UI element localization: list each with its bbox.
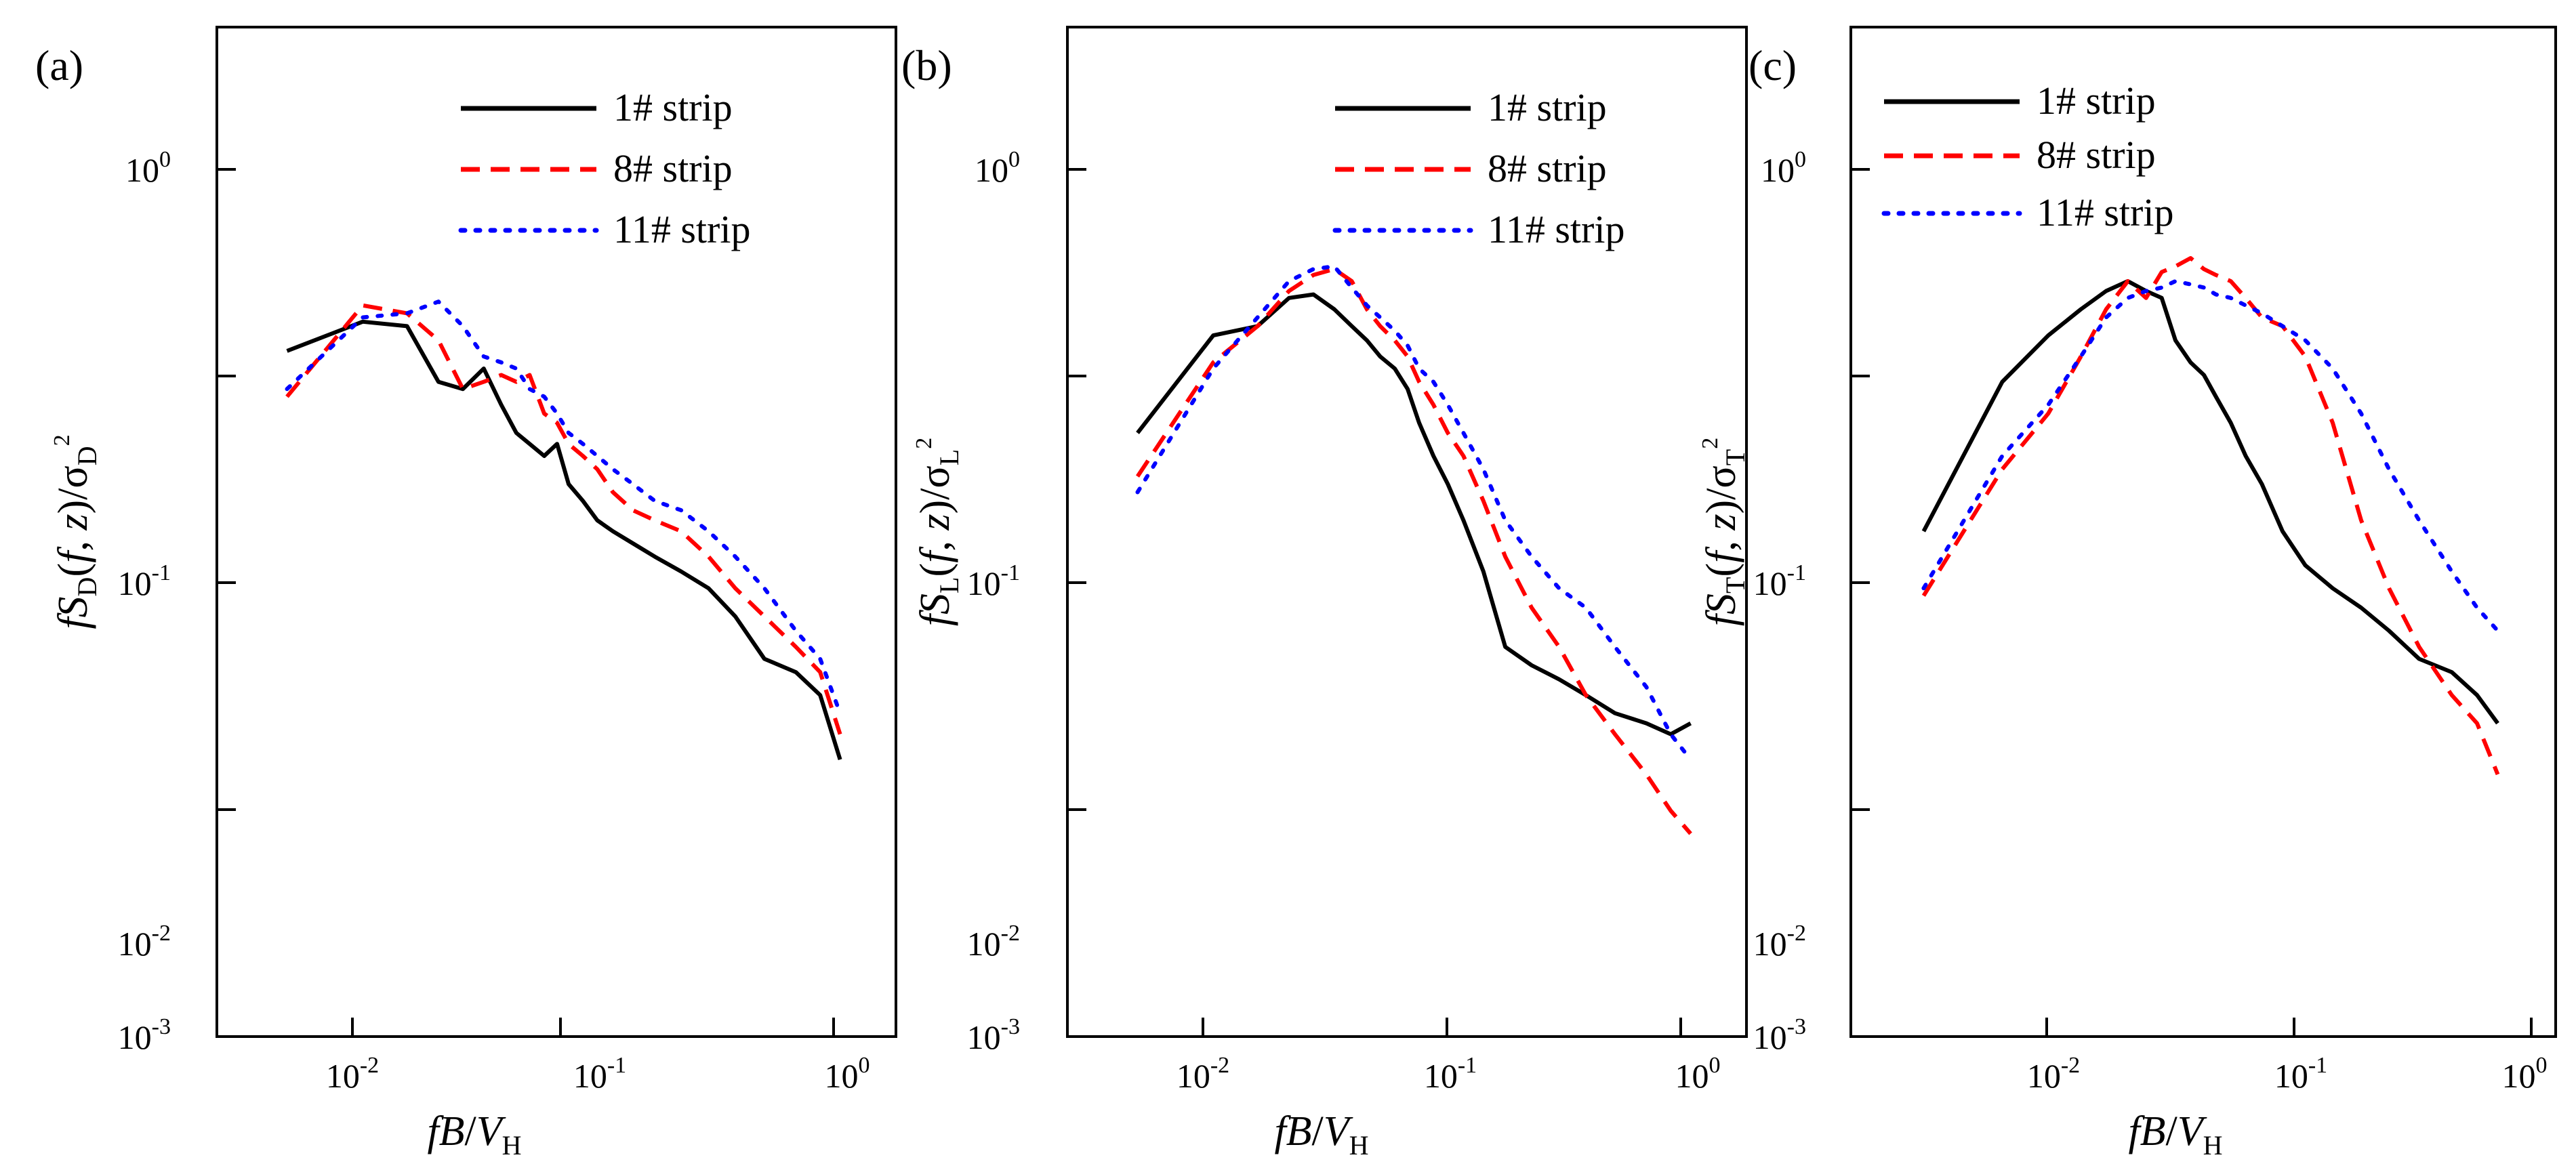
xtick-label-b-0: 10-2 [1177,1053,1229,1095]
x-axis-label-c: fB/VH [2128,1108,2222,1161]
legend-label-a-2: 11# strip [613,207,750,251]
series-1-strip-b [1136,292,1692,736]
y-axis-label-b: fSL(f, z)/σL2 [912,438,964,626]
y-ticks-a [217,168,236,1038]
xtick-label-b-2: 100 [1675,1053,1721,1095]
plot-area-c [1921,256,2500,776]
ytick-label-c-0: 100 [1761,147,1806,189]
axes-frame-c [1849,26,2557,1038]
legend-label-a-0: 1# strip [613,85,733,129]
legend-c: 1# strip 8# strip 11# strip [1881,79,2173,234]
plot-area-b [1135,264,1693,835]
series-11-strip-a [285,299,842,715]
ytick-label-b-0: 100 [975,147,1020,189]
legend-label-c-2: 11# strip [2037,190,2173,234]
ytick-label-a-2: 10-2 [118,921,171,963]
panel-label-b: (b) [901,41,952,89]
xtick-label-a-1: 10-1 [573,1053,626,1095]
legend-a: 1# strip 8# strip 11# strip [458,85,750,251]
xtick-label-a-2: 100 [825,1053,870,1095]
series-8-strip-c [1921,256,2500,776]
legend-label-b-2: 11# strip [1488,207,1624,251]
panel-label-c: (c) [1749,41,1797,89]
series-11-strip-c [1921,279,2500,633]
y-axis-label-c: fST(f, z)/σT2 [1698,438,1751,626]
ytick-label-c-2: 10-2 [1753,921,1806,963]
ytick-label-b-1: 10-1 [967,560,1020,602]
panel-c: 100 10-1 10-2 10-3 10-2 10-1 100 fB/VH f… [1698,26,2557,1161]
xtick-label-c-0: 10-2 [2027,1053,2080,1095]
series-8-strip-a [285,303,842,735]
ytick-label-a-3: 10-3 [118,1014,171,1056]
xtick-label-c-2: 100 [2502,1053,2548,1095]
axes-frame-b [1066,26,1748,1038]
ytick-label-a-1: 10-1 [118,560,171,602]
xtick-label-a-0: 10-2 [326,1053,379,1095]
ytick-label-b-3: 10-3 [967,1014,1020,1056]
series-1-strip-a [286,319,842,760]
ytick-label-c-3: 10-3 [1753,1014,1806,1056]
xtick-label-c-1: 10-1 [2274,1053,2327,1095]
x-ticks-c [2045,1018,2533,1037]
series-11-strip-b [1135,264,1693,762]
axes-frame-a [216,26,897,1038]
x-axis-label-b: fB/VH [1274,1108,1368,1161]
plot-area-a [285,299,842,760]
ytick-label-c-1: 10-1 [1753,560,1806,602]
legend-b: 1# strip 8# strip 11# strip [1332,85,1624,251]
x-ticks-a [351,1018,835,1037]
y-ticks-b [1067,168,1086,1038]
xtick-label-b-1: 10-1 [1424,1053,1477,1095]
legend-label-c-1: 8# strip [2037,133,2156,177]
ytick-label-b-2: 10-2 [967,921,1020,963]
x-axis-label-a: fB/VH [427,1108,521,1161]
panel-label-a: (a) [35,41,83,89]
legend-label-c-0: 1# strip [2037,79,2156,123]
ytick-label-a-0: 100 [125,147,171,189]
legend-label-a-1: 8# strip [613,146,733,190]
panel-a: 100 10-1 10-2 10-3 10-2 10-1 100 fB/VH f… [35,26,897,1161]
series-1-strip-c [1921,279,2499,725]
x-ticks-b [1202,1018,1682,1037]
legend-label-b-0: 1# strip [1488,85,1607,129]
legend-label-b-1: 8# strip [1488,146,1607,190]
y-axis-label-a: fSD(f, z)/σD2 [49,434,102,629]
y-ticks-c [1851,168,1870,1038]
panel-b: 100 10-1 10-2 10-3 10-2 10-1 100 fB/VH f… [901,26,1748,1161]
series-8-strip-b [1136,267,1692,835]
